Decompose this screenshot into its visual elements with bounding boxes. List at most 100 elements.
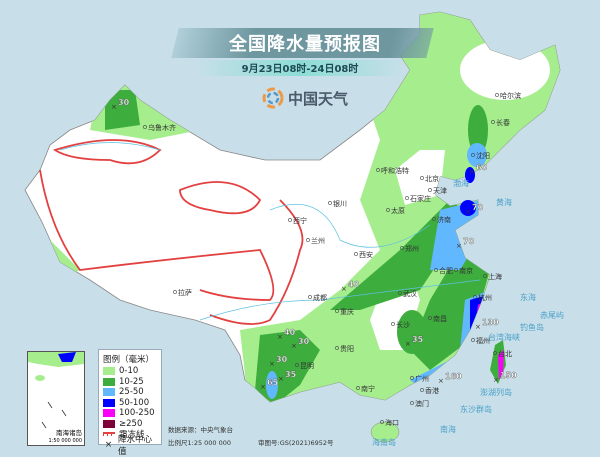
legend-swatch — [103, 419, 115, 428]
frost-lines — [39, 139, 304, 325]
sea-label: 澎湖列岛 — [480, 387, 512, 397]
rain-center-marker: × — [341, 285, 347, 293]
map-subtitle: 9月23日08时-24日08时 — [241, 64, 359, 75]
city-marker — [400, 246, 404, 250]
rain-center-marker: × — [405, 340, 411, 348]
rain-center-marker: × — [260, 383, 266, 391]
legend-swatch — [103, 377, 115, 386]
rain-center-value: 40 — [348, 280, 360, 289]
rain-center-value: 150 — [500, 371, 517, 380]
city-marker — [491, 120, 495, 124]
review-number: 审图号:GS(2021)6952号 — [258, 439, 334, 447]
hainan — [370, 421, 400, 443]
city-label: 西宁 — [293, 216, 307, 225]
city-label: 香港 — [425, 386, 439, 395]
legend-title: 图例（毫米） — [103, 355, 155, 365]
legend-rain-center: × 降水中心值 — [103, 435, 157, 457]
sea-label: 南海 — [440, 424, 456, 434]
rain-center-marker: × — [438, 377, 444, 385]
data-source: 数据来源：中央气象台 — [168, 426, 233, 434]
city-label: 昆明 — [300, 362, 314, 370]
city-label: 北京 — [425, 174, 439, 183]
legend-label: 降水中心值 — [118, 434, 153, 457]
sea-label: 东沙群岛 — [460, 404, 492, 414]
rain-center-marker: × — [493, 376, 499, 384]
rain-center-value: 30 — [298, 337, 310, 346]
legend-item: ≥250 — [103, 419, 157, 429]
city-marker — [328, 201, 332, 205]
city-labels: 乌鲁木齐拉萨西宁兰州银川呼和浩特北京天津石家庄太原济南郑州西安成都重庆武汉长沙南… — [143, 91, 521, 427]
city-marker — [308, 295, 312, 299]
city-marker — [376, 168, 380, 172]
rivers — [59, 142, 481, 321]
rain-center-values: × 30× 60× 70× 70× 40× 40× 30× 30× 35× 65× 35× 130× 15… — [111, 98, 517, 391]
rain-center-marker: × — [456, 242, 462, 250]
south-china-sea-inset: 南海诸岛 1:50 000 000 — [27, 351, 85, 446]
legend-label: 25-50 — [119, 387, 144, 397]
city-marker — [173, 290, 177, 294]
city-label: 郑州 — [405, 245, 419, 253]
city-marker — [473, 295, 477, 299]
city-label: 杭州 — [478, 293, 492, 302]
city-label: 银川 — [333, 199, 347, 208]
city-label: 南宁 — [361, 384, 375, 393]
city-marker — [380, 420, 384, 424]
city-marker — [288, 218, 292, 222]
city-marker — [356, 386, 360, 390]
rain-center-value: 130 — [482, 318, 499, 327]
legend-label: ≥250 — [119, 418, 143, 429]
rain-center-value: 160 — [445, 372, 462, 381]
rain-10-25 — [330, 200, 470, 310]
sea-label: 海南岛 — [372, 437, 396, 447]
city-marker — [428, 188, 432, 192]
city-marker — [471, 153, 475, 157]
legend-item: 25-50 — [103, 387, 157, 397]
city-marker — [386, 208, 390, 212]
city-label: 台北 — [498, 349, 512, 358]
inset-map — [28, 352, 84, 429]
rain-0-10 — [240, 12, 560, 402]
rain-center-value: 40 — [284, 328, 296, 337]
rain-center-marker: × — [291, 342, 297, 350]
city-label: 西安 — [359, 250, 373, 259]
city-marker — [295, 363, 299, 367]
frost-line-icon — [103, 432, 115, 436]
city-label: 沈阳 — [476, 151, 490, 160]
city-marker — [335, 346, 339, 350]
rain-center-marker: × — [475, 323, 481, 331]
city-marker — [432, 217, 436, 221]
city-label: 太原 — [391, 206, 405, 215]
rain-center-marker: × — [278, 375, 284, 383]
city-label: 广州 — [415, 374, 429, 383]
city-label: 兰州 — [311, 236, 325, 245]
legend-item: 100-250 — [103, 408, 157, 418]
brand-name: 中国天气 — [288, 89, 349, 108]
city-label: 济南 — [437, 215, 451, 224]
rain-center-value: 35 — [285, 370, 297, 379]
rain-center-value: 60 — [476, 163, 488, 172]
subtitle-bar — [195, 60, 405, 76]
legend-label: 0-10 — [119, 366, 139, 376]
city-label: 石家庄 — [410, 194, 431, 203]
city-label: 天津 — [433, 187, 447, 195]
city-label: 重庆 — [340, 307, 354, 316]
city-marker — [398, 291, 402, 295]
legend-label: 50-100 — [119, 397, 150, 408]
scale-text: 比例尺1:25 000 000 — [168, 439, 232, 447]
city-label: 澳门 — [415, 399, 429, 408]
city-label: 南京 — [459, 266, 473, 275]
brand-swirl-icon — [262, 87, 284, 109]
map-title: 全国降水量预报图 — [229, 34, 381, 55]
city-label: 武汉 — [403, 289, 417, 298]
rain-center-marker: × — [277, 333, 283, 341]
legend: 图例（毫米） 0-10 10-25 25-50 50-100 100-250 ≥250 霜… — [98, 349, 162, 457]
city-marker — [434, 268, 438, 272]
legend-swatch — [103, 409, 115, 417]
rain-center-value: 65 — [267, 378, 279, 387]
sea-label: 渤海 — [453, 178, 469, 188]
city-marker — [306, 238, 310, 242]
sea-label: 台湾海峡 — [488, 332, 520, 342]
sea-label: 钓鱼岛 — [520, 322, 544, 332]
